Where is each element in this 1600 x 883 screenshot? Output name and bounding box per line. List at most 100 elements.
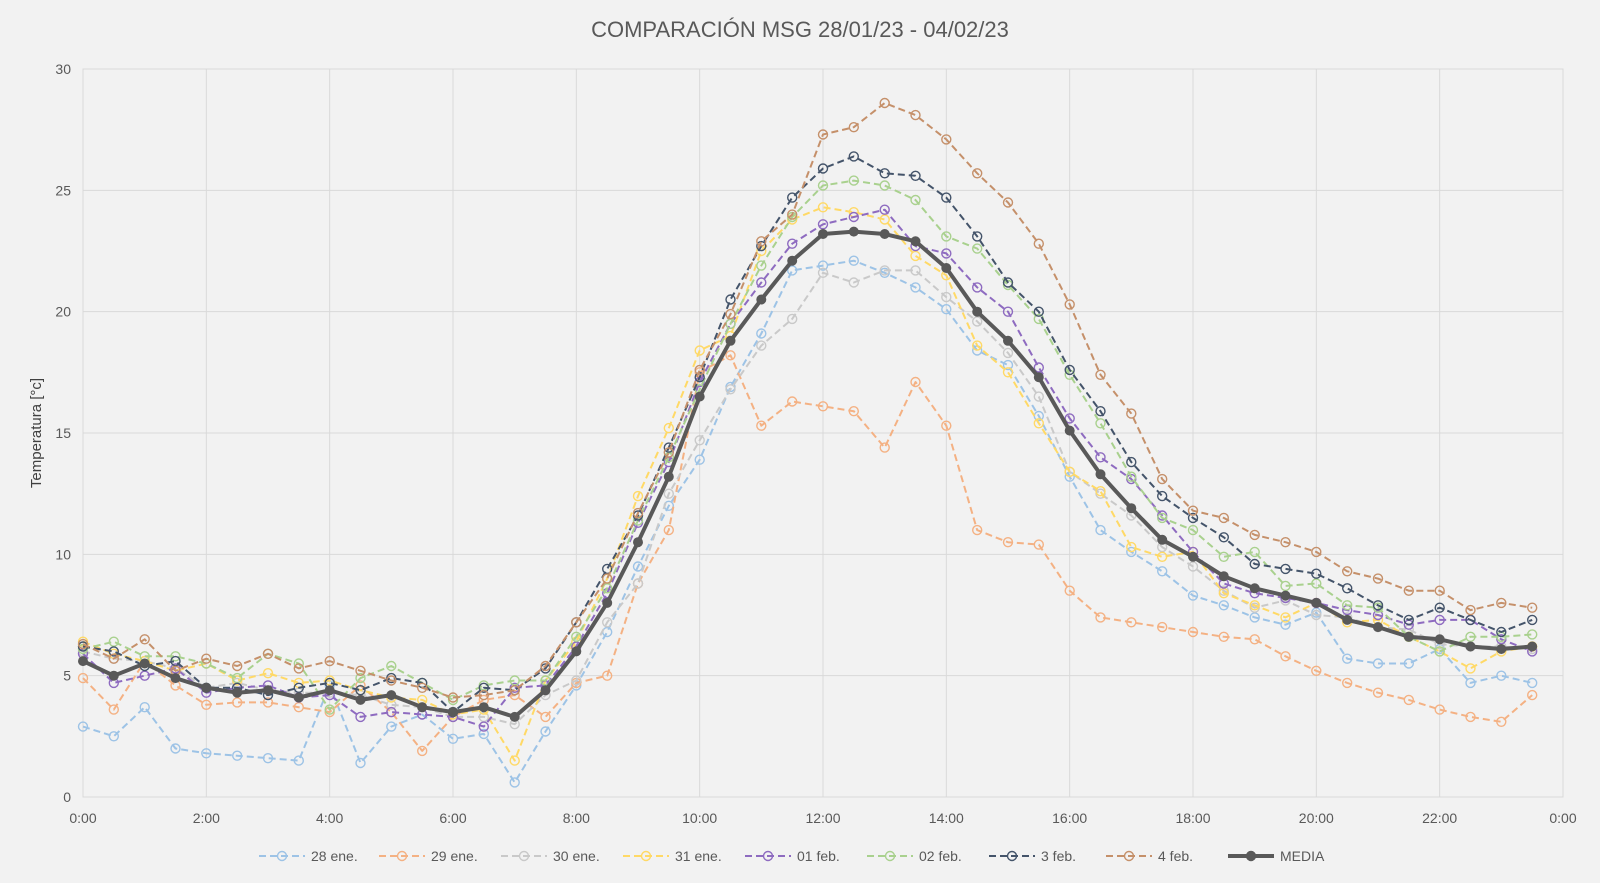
data-point xyxy=(478,702,489,713)
data-point xyxy=(1126,541,1137,553)
data-point xyxy=(324,655,335,667)
data-point xyxy=(756,277,767,288)
data-point xyxy=(447,692,459,703)
data-point xyxy=(787,396,798,407)
data-point xyxy=(417,682,428,693)
data-point xyxy=(139,670,150,681)
data-point xyxy=(1249,529,1260,541)
data-point xyxy=(1033,418,1045,429)
data-point xyxy=(1187,561,1199,572)
legend-label: 29 ene. xyxy=(431,848,478,864)
data-point xyxy=(1126,408,1137,419)
legend-swatch-marker xyxy=(396,850,408,862)
chart-title: COMPARACIÓN MSG 28/01/23 - 04/02/23 xyxy=(591,17,1009,42)
data-point xyxy=(108,653,120,664)
data-point xyxy=(170,651,181,662)
data-point xyxy=(293,755,304,766)
data-point xyxy=(386,690,397,701)
data-point xyxy=(1249,600,1260,611)
legend-item: 29 ene. xyxy=(379,848,478,864)
data-point xyxy=(848,121,859,133)
legend-swatch-marker xyxy=(762,850,774,862)
data-point xyxy=(1187,590,1199,601)
data-point xyxy=(1033,238,1045,249)
data-point xyxy=(725,308,736,320)
data-point xyxy=(1095,469,1106,480)
data-point xyxy=(1249,612,1260,623)
data-point xyxy=(1218,600,1230,611)
data-point xyxy=(108,636,120,647)
data-point xyxy=(941,304,952,315)
data-point xyxy=(1403,614,1415,626)
y-tick-labels: 0 5 10 15 20 25 30 xyxy=(55,61,71,805)
data-point xyxy=(632,490,644,502)
data-point xyxy=(817,401,829,412)
data-point xyxy=(1496,716,1507,727)
data-point xyxy=(201,653,212,664)
data-point xyxy=(1002,306,1014,317)
data-point xyxy=(1218,512,1230,524)
data-point xyxy=(848,175,859,186)
data-point xyxy=(263,685,273,696)
data-point xyxy=(817,180,829,191)
series-7 xyxy=(77,97,1538,703)
series-3 xyxy=(77,202,1538,766)
data-point xyxy=(1156,473,1168,485)
data-point xyxy=(972,231,983,242)
legend-item: 01 feb. xyxy=(745,848,840,864)
data-point xyxy=(1434,704,1445,715)
data-point xyxy=(910,282,921,293)
data-point xyxy=(756,240,767,252)
legend-item: 02 feb. xyxy=(867,848,962,864)
data-point xyxy=(447,733,459,744)
data-point xyxy=(293,702,304,713)
data-point xyxy=(1218,551,1230,562)
data-point xyxy=(972,316,983,327)
data-point xyxy=(293,692,304,703)
data-point xyxy=(293,663,304,674)
data-point xyxy=(1188,551,1198,562)
data-point xyxy=(1187,524,1199,536)
data-point xyxy=(540,660,551,672)
data-point xyxy=(1002,347,1014,359)
data-point xyxy=(1465,604,1476,616)
data-point xyxy=(1434,602,1445,613)
data-point xyxy=(1095,418,1106,429)
data-point xyxy=(910,194,921,206)
data-point xyxy=(1156,566,1168,577)
data-point xyxy=(1403,658,1415,669)
data-point xyxy=(1126,617,1137,628)
data-point xyxy=(972,168,983,179)
x-tick-label: 6:00 xyxy=(439,810,466,826)
legend-swatch-marker xyxy=(884,850,896,862)
data-point xyxy=(1465,614,1476,626)
data-point xyxy=(509,675,520,686)
data-point xyxy=(108,731,120,742)
data-point xyxy=(509,685,520,696)
data-point xyxy=(910,376,921,388)
data-point xyxy=(1373,622,1383,633)
series-line xyxy=(82,354,1533,752)
data-point xyxy=(879,97,890,109)
data-point xyxy=(787,209,798,220)
data-point xyxy=(324,704,335,715)
data-point xyxy=(571,675,582,686)
data-point xyxy=(1372,658,1384,669)
data-point xyxy=(355,711,366,723)
legend-swatch-marker xyxy=(1123,850,1135,862)
data-point xyxy=(571,646,582,657)
data-point xyxy=(941,134,952,145)
data-point xyxy=(1095,524,1106,536)
data-point xyxy=(170,655,181,667)
data-point xyxy=(694,345,705,356)
data-point xyxy=(1311,665,1322,676)
data-point xyxy=(1434,634,1445,645)
data-point xyxy=(1218,571,1229,582)
data-point xyxy=(1064,299,1075,310)
data-point xyxy=(417,702,428,713)
data-point xyxy=(694,435,705,446)
data-point xyxy=(1526,614,1538,626)
data-point xyxy=(879,442,890,453)
data-point xyxy=(1280,612,1291,623)
legend-item: 4 feb. xyxy=(1106,848,1193,864)
